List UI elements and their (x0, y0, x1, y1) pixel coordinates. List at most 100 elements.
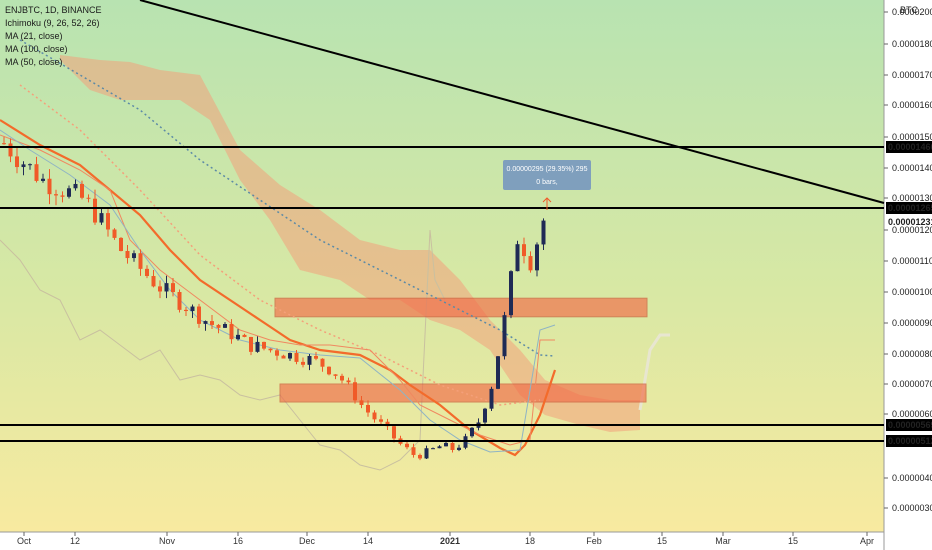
candle-body (8, 143, 13, 157)
resistance-zone (274, 297, 648, 318)
y-tick-label: 0.00001200 (892, 225, 932, 235)
price-tag (886, 141, 932, 153)
tenkan-line (0, 129, 556, 453)
candle-body (28, 164, 32, 166)
candle-body (327, 366, 331, 375)
candle-body (67, 188, 71, 197)
candle-body (190, 306, 195, 312)
time-axis-background (0, 532, 884, 550)
candle-body (54, 194, 58, 196)
ichimoku-cloud (60, 55, 640, 432)
price-tag-text: 0.00001466 (888, 142, 932, 152)
x-tick-label: Nov (159, 536, 176, 546)
candle-body (470, 427, 474, 437)
candlesticks (2, 136, 546, 461)
candle-body (496, 356, 500, 389)
candle-body (528, 256, 533, 271)
legend-ichimoku[interactable]: Ichimoku (9, 26, 52, 26) (5, 18, 100, 28)
candle-body (437, 446, 442, 449)
candle-body (307, 355, 312, 365)
y-tick-label: 0.00001600 (892, 100, 932, 110)
candle-body (294, 352, 299, 362)
candle-body (431, 448, 435, 450)
candle-body (379, 419, 383, 422)
x-tick-label: Apr (860, 536, 874, 546)
candle-body (509, 271, 513, 316)
candle-body (60, 195, 65, 197)
lagging-line (0, 229, 446, 471)
candle-body (320, 358, 325, 367)
candle-body (210, 321, 214, 325)
candle-body (541, 220, 546, 245)
candle-body (372, 412, 377, 420)
ma50-line (19, 84, 541, 406)
y-tick-label: 0.00001400 (892, 163, 932, 173)
candle-body (333, 374, 338, 376)
candle-body (229, 324, 234, 340)
candle-body (268, 348, 273, 351)
price-tag-text: 0.00001265 (888, 203, 932, 213)
y-tick-label: 0.00000700 (892, 379, 932, 389)
candle-body (502, 315, 507, 357)
x-tick-label: 18 (525, 536, 535, 546)
candle-body (405, 443, 409, 448)
candle-body (262, 341, 266, 349)
candle-body (281, 355, 286, 359)
candle-body (125, 250, 130, 259)
y-tick-label: 0.00000300 (892, 503, 932, 513)
x-tick-label: 12 (70, 536, 80, 546)
candle-body (80, 183, 84, 198)
candle-body (119, 237, 123, 251)
candle-body (353, 382, 357, 401)
time-axis[interactable]: Oct 12 Nov 16 Dec 14 2021 18 Feb 15 Mar 15 Apr (17, 532, 874, 546)
candle-body (99, 213, 104, 223)
candle-body (203, 321, 208, 324)
x-tick-label: 16 (233, 536, 243, 546)
candle-body (255, 341, 260, 352)
candle-body (86, 197, 91, 199)
price-tag (886, 216, 932, 228)
candle-body (288, 352, 292, 359)
candle-body (184, 309, 188, 312)
trendline (139, 0, 885, 204)
candle-body (158, 286, 162, 292)
price-tag-text: 0.00000569 (888, 420, 932, 430)
y-tick-label: 0.00000800 (892, 349, 932, 359)
x-tick-label: 15 (657, 536, 667, 546)
lagging-span-line (0, 229, 670, 471)
candle-body (223, 324, 227, 328)
price-axis[interactable]: 0.00002000 0.00001800 0.00001700 0.00001600… (884, 7, 932, 513)
descending-trendline (139, 0, 885, 204)
candle-body (340, 375, 344, 381)
y-tick-label: 0.00000900 (892, 318, 932, 328)
legend-ma50[interactable]: MA (50, close) (5, 57, 63, 67)
tooltip-line1: 0.00000295 (29.35%) 295 (507, 166, 588, 173)
candle-body (106, 213, 110, 230)
y-tick-label: 0.00000400 (892, 473, 932, 483)
price-axis-background (884, 0, 932, 550)
lagging-line-end (638, 333, 670, 411)
candle-body (392, 426, 396, 439)
candle-body (411, 447, 416, 455)
price-tag-text: 0.00000512 (888, 436, 932, 446)
candle-body (132, 253, 136, 259)
legend-ma100[interactable]: MA (100, close) (5, 44, 68, 54)
legend-ma21[interactable]: MA (21, close) (5, 31, 63, 41)
x-tick-label: Oct (17, 536, 32, 546)
candle-body (535, 244, 539, 271)
currency-label: BTC (900, 5, 919, 15)
tooltip-box (503, 160, 591, 190)
y-tick-label: 0.00001700 (892, 70, 932, 80)
legend-symbol[interactable]: ENJBTC, 1D, BINANCE (5, 5, 102, 15)
y-tick-label: 0.00001800 (892, 39, 932, 49)
y-tick-label: 0.00001000 (892, 287, 932, 297)
price-tag (886, 419, 932, 431)
chart-legend: ENJBTC, 1D, BINANCE Ichimoku (9, 26, 52,… (5, 4, 102, 69)
candle-body (34, 164, 39, 181)
candle-body (249, 336, 253, 352)
x-tick-label: Feb (586, 536, 602, 546)
price-tag-text: 0.00001231 (888, 217, 932, 227)
price-tag (886, 435, 932, 447)
